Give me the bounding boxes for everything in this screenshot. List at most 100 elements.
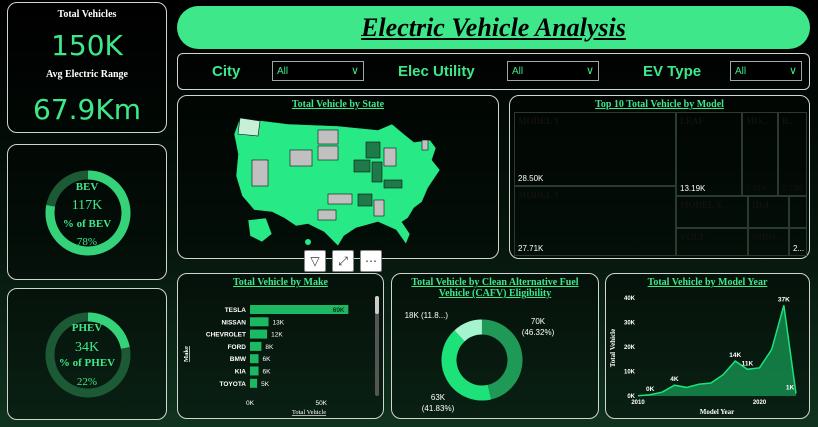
cafv-data-label: 70K — [531, 317, 546, 326]
bev-donut — [45, 170, 131, 256]
utility-dropdown-value: All — [512, 66, 524, 77]
make-x-axis-label: Total Vehicle — [292, 409, 326, 416]
treemap-tile-model-x[interactable]: MODEL X — [676, 196, 748, 228]
make-data-label: 5K — [261, 381, 270, 388]
make-category-label: TESLA — [225, 307, 247, 314]
cafv-data-label: (41.83%) — [422, 404, 455, 413]
make-chart-card: Total Vehicle by Make TESLA 69K NISSAN 13K C… — [177, 273, 384, 419]
utility-dropdown[interactable]: All ∨ — [507, 61, 599, 81]
state-kentucky — [383, 179, 403, 189]
state-iowa — [353, 159, 371, 173]
make-bar — [250, 305, 349, 314]
state-mississippi — [373, 199, 385, 217]
total-vehicles-label: Total Vehicles — [57, 9, 117, 20]
cafv-slice — [454, 319, 483, 342]
state-wisconsin — [365, 141, 381, 159]
bev-pct: 78% — [76, 236, 98, 248]
map-card: Total Vehicle by State — [177, 95, 499, 259]
year-x-axis-label: Model Year — [700, 408, 735, 416]
state-south-dakota — [317, 145, 339, 161]
state-vermont — [421, 139, 429, 151]
bev-pct-label: % of BEV — [62, 218, 112, 230]
make-x-tick-label: 50K — [315, 400, 327, 407]
make-bar — [250, 317, 269, 327]
make-y-axis-label: Make — [183, 346, 190, 362]
make-category-label: CHEVROLET — [206, 332, 246, 339]
year-data-label: 14K — [729, 352, 741, 359]
year-y-tick-label: 30K — [624, 321, 636, 327]
year-chart-title: Total Vehicle by Model Year — [647, 277, 768, 288]
year-y-axis-label: Total Vehicle — [609, 329, 617, 367]
cafv-slice — [481, 319, 523, 400]
year-data-label: 11K — [742, 360, 754, 367]
make-data-label: 8K — [265, 344, 274, 351]
phev-pct-label: % of PHEV — [58, 357, 116, 369]
city-filter-label: City — [212, 63, 241, 80]
year-y-tick-label: 10K — [624, 370, 636, 376]
bev-donut-arc — [45, 170, 131, 256]
year-data-label: 37K — [778, 296, 790, 303]
state-alaska — [247, 217, 273, 243]
filter-icon[interactable]: ▽ — [304, 250, 326, 272]
treemap-tile-small-b[interactable]: 2... — [789, 228, 807, 256]
year-chart-card: Total Vehicle by Model Year 0K 10K 20K 30K 4… — [605, 273, 810, 419]
state-north-dakota — [317, 129, 339, 145]
cafv-data-label: (46.32%) — [522, 328, 555, 337]
treemap-tile-mo[interactable]: MO... 7.61K — [742, 112, 778, 196]
treemap-tile-model-y[interactable]: MODEL Y 28.50K — [514, 112, 676, 186]
map-title: Total Vehicle by State — [291, 99, 385, 110]
chevron-down-icon: ∨ — [585, 65, 594, 77]
make-category-label: NISSAN — [221, 319, 246, 326]
treemap-tile-small-a[interactable] — [789, 196, 807, 228]
year-y-tick-label: 40K — [624, 296, 636, 302]
treemap-tile-leaf[interactable]: LEAF 13.19K — [676, 112, 742, 196]
make-chart-title: Total Vehicle by Make — [233, 277, 328, 288]
phev-value: 34K — [74, 340, 100, 355]
city-dropdown[interactable]: All ∨ — [272, 61, 364, 81]
make-scrollbar-thumb — [375, 296, 379, 314]
make-category-label: TOYOTA — [220, 381, 247, 388]
year-y-tick-label: 0K — [627, 394, 635, 400]
avg-range-label: Avg Electric Range — [45, 69, 128, 80]
us-map[interactable] — [178, 96, 500, 260]
treemap-tile-model-3[interactable]: MODEL 3 27.71K — [514, 186, 676, 256]
phev-label: PHEV — [71, 322, 103, 334]
treemap-card: Top 10 Total Vehicle by Model MODEL Y 28.… — [509, 95, 810, 259]
state-washington — [237, 117, 261, 137]
more-options-icon[interactable]: ⋯ — [360, 250, 382, 272]
ev-type-filter-label: EV Type — [643, 63, 702, 80]
make-category-label: BMW — [230, 356, 247, 363]
treemap-tile-b[interactable]: B... 5.73K — [778, 112, 807, 196]
ev-type-dropdown[interactable]: All ∨ — [730, 61, 802, 81]
state-wyoming — [289, 149, 313, 167]
make-data-label: 13K — [273, 319, 285, 326]
avg-range-value: 67.9Km — [33, 93, 141, 126]
make-category-label: FORD — [228, 344, 247, 351]
phev-donut — [45, 312, 131, 398]
make-bar — [250, 341, 262, 351]
make-data-label: 6K — [263, 356, 272, 363]
year-data-label: 0K — [646, 386, 655, 393]
treemap-tile-id4[interactable]: ID.4 — [748, 196, 789, 228]
cafv-donut-chart: 70K (46.32%) 63K (41.83%) 18K (11.8...) — [405, 311, 555, 413]
treemap-tile-niro[interactable]: NIRO — [748, 228, 789, 256]
make-bar — [250, 366, 259, 376]
ev-type-dropdown-value: All — [735, 66, 747, 77]
phev-donut-arc — [87, 312, 130, 349]
year-area-line — [637, 305, 797, 397]
state-hawaii — [305, 239, 311, 245]
state-illinois — [371, 161, 383, 183]
make-data-label: 12K — [271, 332, 283, 339]
make-data-label: 6K — [263, 369, 272, 376]
treemap-tile-volt[interactable]: VOLT — [676, 228, 748, 256]
city-dropdown-value: All — [277, 66, 289, 77]
state-oklahoma — [327, 193, 353, 205]
bev-card: BEV 117K % of BEV 78% — [7, 144, 167, 280]
focus-mode-icon[interactable]: ⤢ — [332, 250, 354, 272]
make-bar — [250, 354, 259, 364]
year-x-tick-label: 2020 — [753, 400, 767, 406]
bev-label: BEV — [75, 181, 99, 193]
chevron-down-icon: ∨ — [788, 65, 797, 77]
year-x-tick-label: 2010 — [631, 400, 645, 406]
